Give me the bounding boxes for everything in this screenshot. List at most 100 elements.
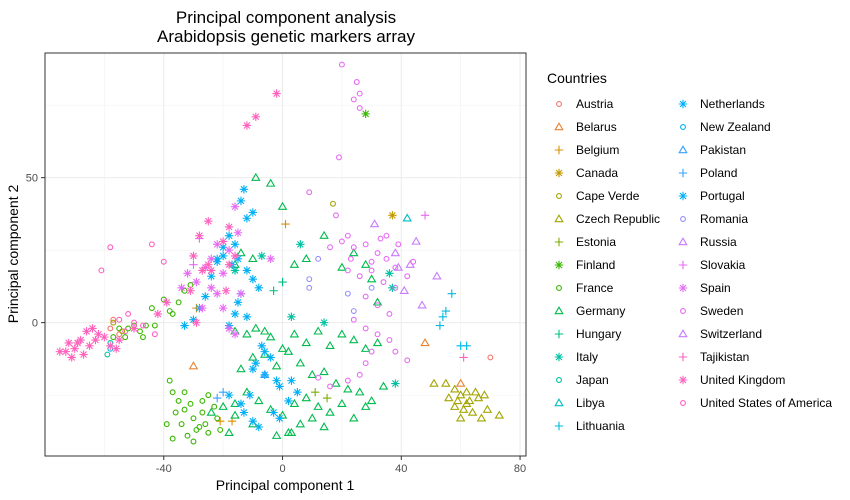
data-point (388, 211, 397, 220)
legend-item: Tajikistan (678, 350, 749, 364)
data-point (360, 259, 371, 268)
data-point (482, 404, 493, 413)
data-point (260, 347, 269, 356)
legend: Countries Austria Belarus Belgium Canada Cap… (547, 70, 832, 433)
data-point (148, 241, 155, 248)
data-point (88, 324, 97, 333)
data-point (306, 276, 313, 283)
data-point (289, 259, 300, 268)
data-point (269, 286, 278, 295)
legend-key (554, 122, 564, 131)
data-point (470, 387, 481, 396)
data-point (337, 262, 347, 271)
data-point (360, 343, 371, 352)
data-point (432, 271, 442, 280)
legend-key (554, 352, 564, 362)
data-point (368, 267, 375, 274)
data-point (148, 305, 155, 312)
legend-label: Canada (576, 166, 618, 180)
data-point (98, 267, 105, 274)
data-point (404, 357, 411, 364)
data-point (192, 318, 201, 327)
data-point (362, 293, 369, 300)
chart-title-line-2: Arabidopsis genetic markers array (157, 27, 415, 46)
data-point (233, 228, 243, 237)
data-point (236, 289, 246, 298)
legend-item: Belarus (554, 120, 617, 134)
data-point (301, 253, 312, 263)
legend-key (554, 329, 564, 339)
data-point (272, 376, 281, 385)
data-point (122, 334, 129, 341)
legend-label: Czech Republic (576, 212, 660, 226)
data-point (202, 421, 209, 428)
legend-key (680, 308, 686, 314)
data-point (257, 251, 266, 261)
data-point (306, 189, 313, 196)
data-point (131, 319, 138, 326)
data-point (188, 361, 199, 370)
data-point (344, 232, 351, 239)
data-point (224, 260, 234, 269)
legend-item: France (556, 281, 614, 295)
data-point (383, 232, 390, 239)
data-point (391, 379, 400, 388)
legend-label: United Kingdom (700, 373, 785, 387)
data-point (377, 235, 384, 242)
x-tick-label: 0 (279, 463, 285, 475)
data-point (417, 300, 427, 309)
data-point (233, 298, 243, 307)
data-point (284, 396, 293, 406)
legend-label: Germany (576, 304, 625, 318)
legend-item: Switzerland (678, 327, 762, 341)
data-point (107, 325, 114, 332)
data-point (455, 378, 466, 387)
data-point (190, 415, 197, 422)
legend-label: Estonia (576, 235, 616, 249)
data-point (166, 377, 173, 384)
data-point (218, 269, 228, 278)
data-point (242, 266, 252, 275)
legend-label: Tajikistan (700, 350, 749, 364)
data-point (265, 332, 276, 341)
data-point (55, 347, 65, 356)
legend-item: Spain (678, 281, 731, 295)
data-point (277, 343, 288, 352)
axes: -40 0 40 80 0 50 (26, 52, 527, 475)
data-point (104, 351, 111, 358)
data-point (356, 90, 363, 97)
data-point (385, 269, 394, 278)
legend-key (678, 260, 688, 270)
data-point (67, 353, 76, 362)
data-point (205, 429, 212, 436)
data-point (388, 283, 397, 293)
data-point (257, 341, 266, 351)
data-point (327, 244, 333, 251)
legend-item: United Kingdom (678, 373, 785, 387)
data-point (199, 397, 206, 404)
data-point (172, 409, 179, 416)
legend-label: Russia (700, 235, 737, 249)
data-point (143, 322, 149, 329)
data-point (295, 419, 306, 428)
data-point (259, 326, 270, 335)
data-point (362, 241, 369, 248)
data-point (438, 312, 448, 322)
legend-key (680, 124, 686, 130)
data-point (386, 337, 393, 343)
data-point (201, 292, 210, 301)
data-point (239, 185, 249, 194)
data-point (230, 410, 240, 419)
data-point (287, 376, 296, 385)
data-point (411, 236, 421, 245)
data-point (160, 258, 167, 265)
legend-label: Pakistan (700, 143, 746, 157)
data-point (319, 367, 329, 376)
data-point (251, 112, 261, 121)
data-point (175, 397, 182, 404)
data-point (313, 326, 323, 335)
data-point (189, 260, 198, 269)
data-point (213, 240, 222, 249)
data-point (325, 340, 335, 350)
data-point (242, 329, 252, 338)
